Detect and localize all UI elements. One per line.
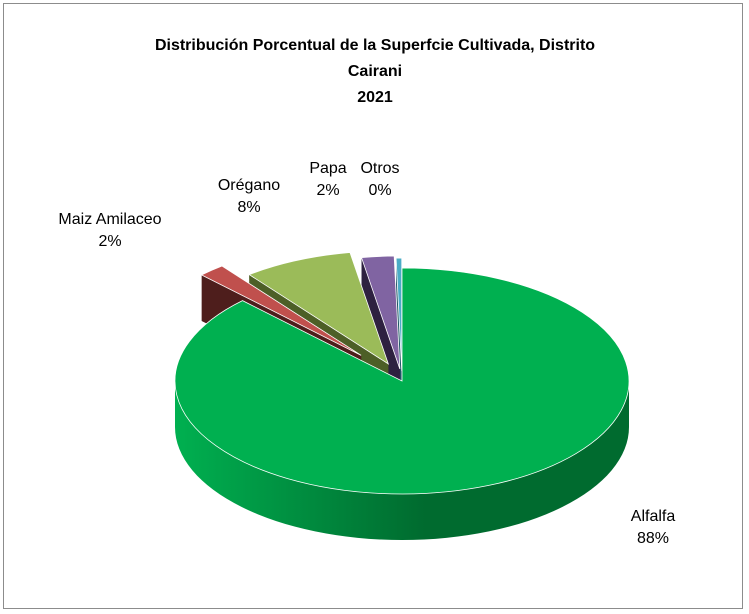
- chart-title-line-2: Cairani: [347, 63, 403, 80]
- chart-title-line-1: Distribución Porcentual de la Superfcie …: [154, 37, 596, 54]
- label-papa-name: Papa: [309, 160, 346, 177]
- label-oregano: Orégano 8%: [218, 177, 280, 216]
- slice-alfalfa: [174, 267, 630, 495]
- label-otros-name: Otros: [360, 160, 399, 177]
- label-papa: Papa 2%: [309, 160, 346, 199]
- label-alfalfa-percent: 88%: [637, 530, 669, 547]
- label-papa-percent: 2%: [316, 182, 339, 199]
- slice-alfalfa-side: [175, 381, 629, 540]
- label-maiz-percent: 2%: [98, 233, 121, 250]
- label-maiz: Maiz Amilaceo 2%: [58, 211, 161, 250]
- label-maiz-name: Maiz Amilaceo: [58, 211, 161, 228]
- slice-otros: [395, 257, 403, 372]
- label-otros: Otros 0%: [360, 160, 399, 199]
- label-otros-percent: 0%: [368, 182, 391, 199]
- chart-title: Distribución Porcentual de la Superfcie …: [80, 33, 670, 111]
- pie-tops: [174, 252, 630, 495]
- slice-otros-wall-start: [396, 258, 402, 418]
- data-labels: Alfalfa 88% Maiz Amilaceo 2% Orégano 8% Papa 2%…: [58, 160, 675, 547]
- slice-papa: [360, 255, 401, 370]
- label-oregano-percent: 8%: [237, 199, 260, 216]
- slice-oregano: [248, 252, 390, 365]
- label-alfalfa-name: Alfalfa: [631, 508, 676, 525]
- label-oregano-name: Orégano: [218, 177, 280, 194]
- chart-title-line-3: 2021: [357, 89, 393, 106]
- slice-maiz: [200, 265, 362, 356]
- label-alfalfa: Alfalfa 88%: [631, 508, 676, 547]
